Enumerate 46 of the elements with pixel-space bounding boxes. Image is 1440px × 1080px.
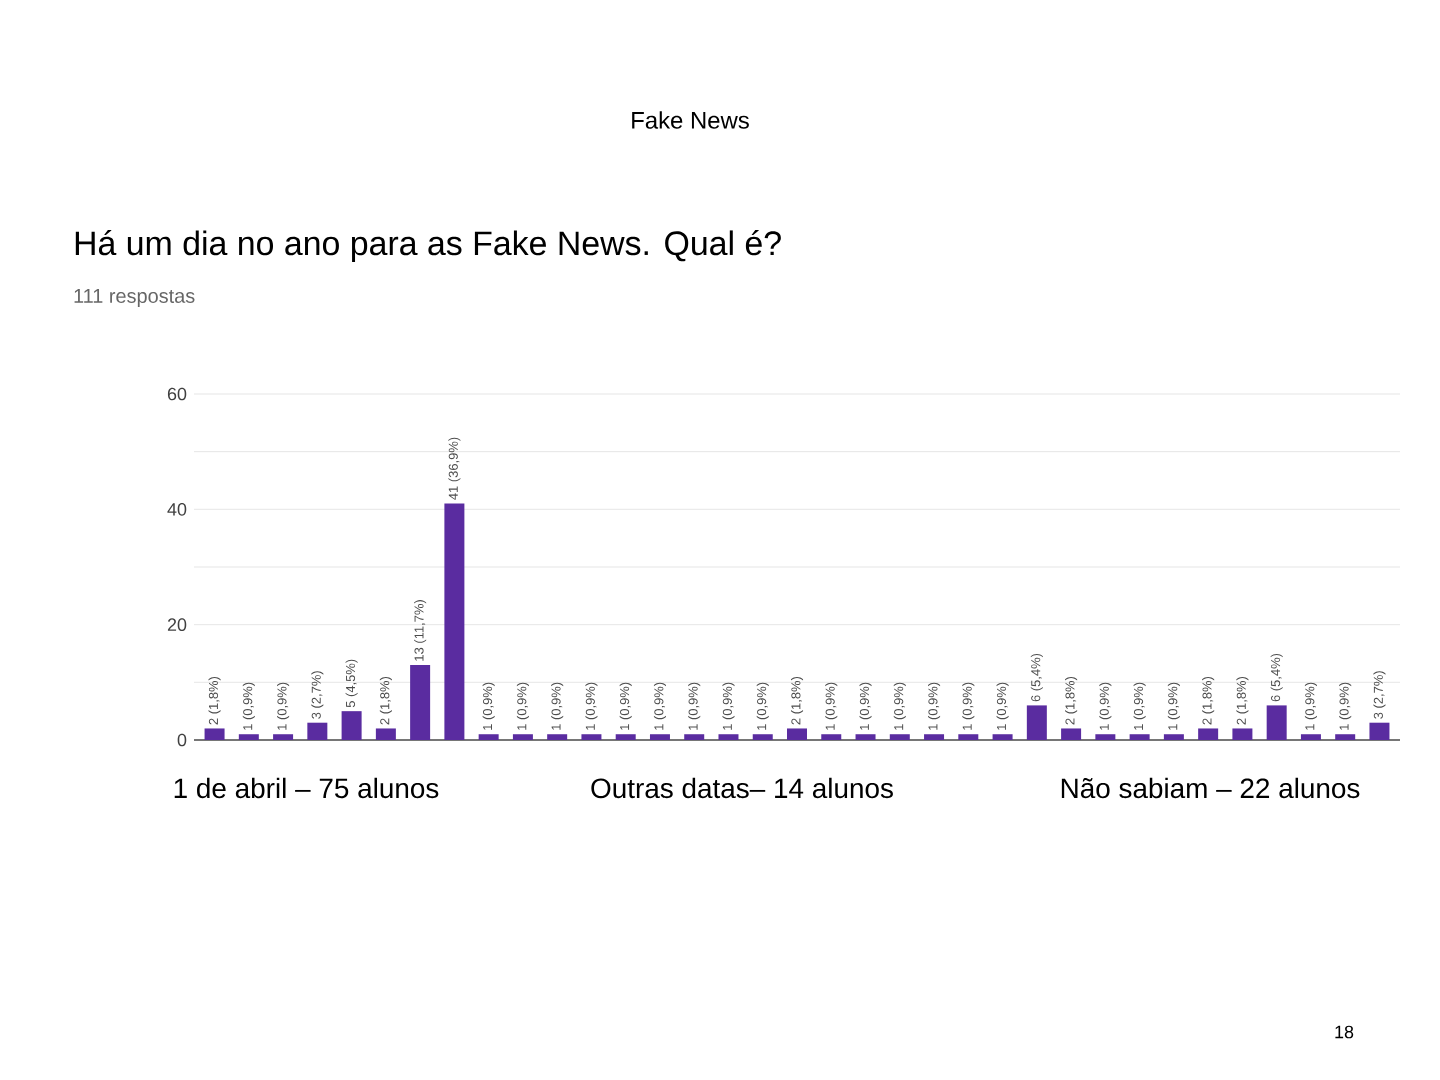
bar [924, 734, 945, 740]
bar [1232, 728, 1253, 740]
bar [512, 734, 533, 740]
text: 18 [1335, 1025, 1354, 1039]
bar [410, 665, 431, 740]
bar [444, 503, 465, 740]
bar [821, 734, 842, 740]
bar [307, 722, 328, 740]
bar [1369, 722, 1390, 740]
bar [204, 728, 225, 740]
bar [1198, 728, 1219, 740]
bar [1129, 734, 1150, 740]
text: Não sabiam – 22 alunos [1061, 777, 1360, 799]
bar [238, 734, 259, 740]
y-tick-label: 0 [177, 733, 187, 747]
text: Fake News [632, 111, 749, 129]
bar [1266, 705, 1287, 740]
bar [273, 734, 294, 740]
y-tick-label: 20 [167, 618, 187, 632]
bar [649, 734, 670, 740]
bar [684, 734, 705, 740]
y-tick-label: 60 [167, 387, 187, 401]
bar [375, 728, 396, 740]
bar [341, 711, 362, 740]
chart-subtitle: 111 respostas [74, 289, 195, 307]
bar [581, 734, 602, 740]
bar [1300, 734, 1321, 740]
bar [615, 734, 636, 740]
text: 1 de abril – 75 alunos [174, 777, 439, 799]
text: Outras datas– 14 alunos [591, 777, 893, 799]
chart-title: Há um dia no ano para as Fake News. Qual é? [75, 230, 781, 262]
bar [718, 734, 739, 740]
y-tick-label: 40 [167, 502, 187, 516]
bar [889, 734, 910, 740]
bar [752, 734, 773, 740]
bar [478, 734, 499, 740]
bar [992, 734, 1013, 740]
bar [1061, 728, 1082, 740]
bar [855, 734, 876, 740]
bar [1335, 734, 1356, 740]
bar [787, 728, 808, 740]
bar [1163, 734, 1184, 740]
bar [547, 734, 568, 740]
bar [958, 734, 979, 740]
bar [1095, 734, 1116, 740]
bar [1026, 705, 1047, 740]
